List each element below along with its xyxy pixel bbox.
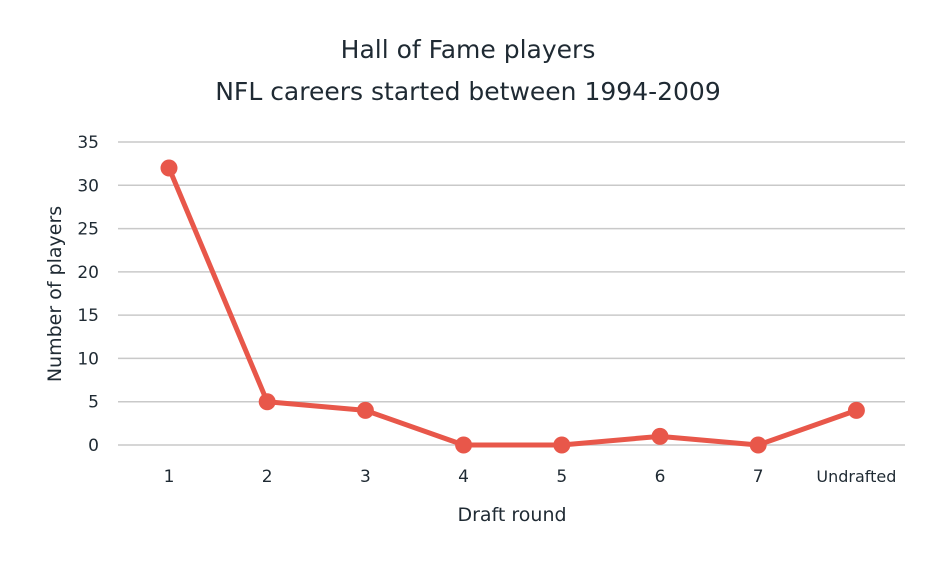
y-tick-label: 30 xyxy=(77,176,99,196)
y-tick-label: 15 xyxy=(77,306,99,326)
x-tick-label: Undrafted xyxy=(816,467,896,486)
x-tick-label: 1 xyxy=(164,467,175,487)
data-point xyxy=(258,393,276,411)
data-point xyxy=(553,436,571,454)
grid-lines xyxy=(118,141,905,446)
series-line-path xyxy=(166,165,859,448)
x-tick-labels: 1 2 3 4 5 6 7 Undrafted xyxy=(164,467,897,487)
y-tick-label: 5 xyxy=(88,393,99,413)
chart-title-line-1: Hall of Fame players xyxy=(341,35,596,64)
x-tick-label: 3 xyxy=(360,467,371,487)
y-tick-labels: 0 5 10 15 20 25 30 35 xyxy=(77,133,99,456)
y-tick-label: 10 xyxy=(77,349,99,369)
series-points xyxy=(160,159,865,454)
data-point xyxy=(749,436,767,454)
y-tick-label: 25 xyxy=(77,220,99,240)
y-tick-label: 20 xyxy=(77,263,99,283)
data-point xyxy=(160,159,178,177)
x-tick-label: 2 xyxy=(262,467,273,487)
x-axis-label: Draft round xyxy=(457,504,566,526)
chart-title-line-2: NFL careers started between 1994-2009 xyxy=(215,77,721,106)
data-point xyxy=(455,436,473,454)
x-tick-label: 6 xyxy=(655,467,666,487)
y-axis-label: Number of players xyxy=(44,206,66,382)
y-tick-label: 35 xyxy=(77,133,99,153)
x-tick-label: 7 xyxy=(753,467,764,487)
data-point xyxy=(847,401,865,419)
y-tick-label: 0 xyxy=(88,436,99,456)
data-point xyxy=(356,401,374,419)
data-point xyxy=(651,427,669,445)
x-tick-label: 5 xyxy=(556,467,567,487)
series-line xyxy=(166,165,859,448)
x-tick-label: 4 xyxy=(458,467,469,487)
